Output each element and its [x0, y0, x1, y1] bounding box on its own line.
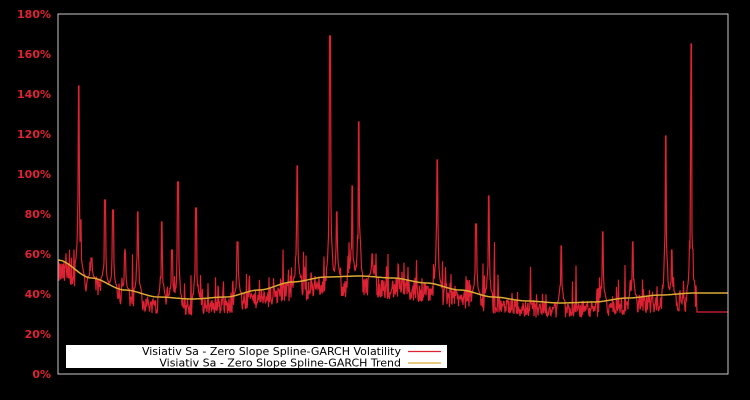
- legend-label-trend: Visiativ Sa - Zero Slope Spline-GARCH Tr…: [159, 357, 401, 370]
- y-tick-label: 20%: [25, 328, 51, 341]
- legend-box: [66, 345, 447, 368]
- y-tick-label: 120%: [17, 128, 51, 141]
- plot-area: [57, 35, 728, 318]
- y-axis: 0% 20% 40% 60% 80% 100% 120% 140% 160% 180%: [17, 8, 51, 381]
- legend: Visiativ Sa - Zero Slope Spline-GARCH Vo…: [66, 345, 447, 370]
- y-tick-label: 160%: [17, 48, 51, 61]
- volatility-series-line: [57, 35, 728, 318]
- trend-series-line: [57, 259, 728, 304]
- y-tick-label: 100%: [17, 168, 51, 181]
- legend-label-volatility: Visiativ Sa - Zero Slope Spline-GARCH Vo…: [142, 345, 402, 358]
- y-tick-label: 40%: [25, 288, 51, 301]
- y-tick-label: 80%: [25, 208, 51, 221]
- plot-border: [57, 13, 729, 375]
- y-tick-label: 180%: [17, 8, 51, 21]
- y-tick-label: 60%: [25, 248, 51, 261]
- y-tick-label: 140%: [17, 88, 51, 101]
- y-tick-label: 0%: [32, 368, 51, 381]
